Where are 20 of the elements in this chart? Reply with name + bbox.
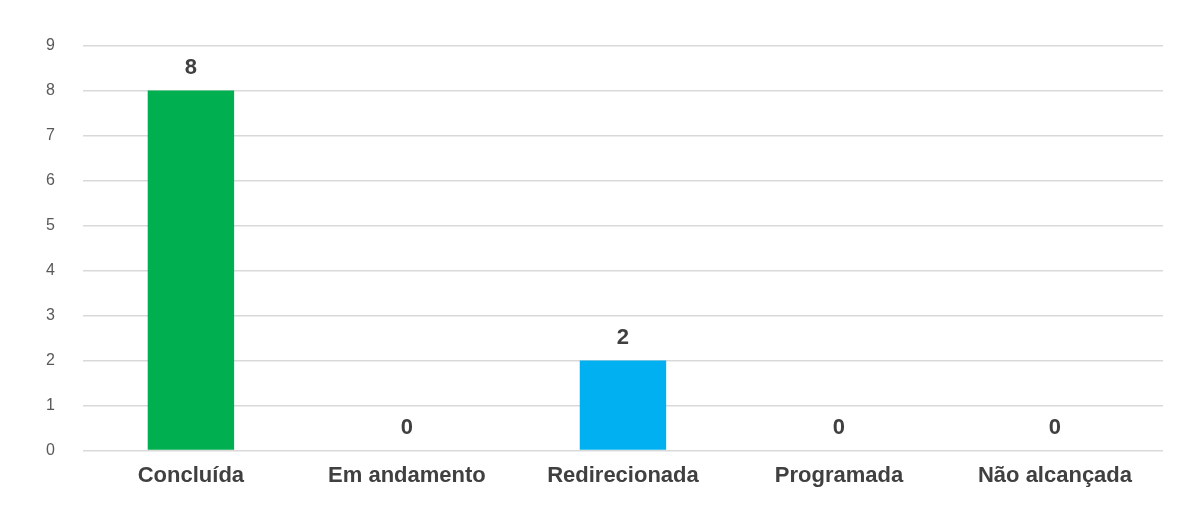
x-tick-label: Concluída: [137, 461, 245, 487]
data-label: 0: [400, 413, 414, 439]
y-tick-label: 2: [45, 351, 55, 369]
data-label: 0: [1048, 413, 1062, 439]
x-tick-label: Não alcançada: [977, 461, 1133, 487]
y-tick-label: 0: [45, 441, 55, 459]
y-tick-label: 1: [45, 396, 55, 414]
x-tick-label: Redirecionada: [547, 461, 700, 487]
data-label: 8: [184, 53, 198, 79]
data-label: 2: [616, 323, 630, 349]
y-tick-label: 9: [45, 36, 55, 54]
y-tick-label: 8: [45, 81, 55, 99]
y-tick-label: 7: [45, 126, 55, 144]
y-tick-label: 3: [45, 306, 55, 324]
y-tick-label: 6: [45, 171, 55, 189]
x-tick-label: Programada: [774, 461, 904, 487]
data-label: 0: [832, 413, 846, 439]
x-tick-label: Em andamento: [328, 461, 486, 487]
y-tick-label: 4: [45, 261, 55, 279]
y-tick-label: 5: [45, 216, 55, 234]
